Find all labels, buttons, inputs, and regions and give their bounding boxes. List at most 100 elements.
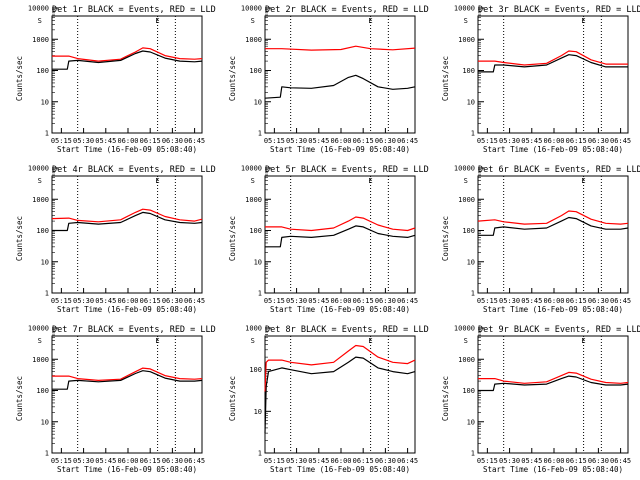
x-tick-label: 06:15 (353, 457, 374, 465)
series-line-lld (477, 210, 629, 225)
y-tick-label: 10 (41, 98, 49, 106)
plot-frame (477, 15, 629, 134)
x-tick-label: 06:00 (117, 297, 138, 305)
x-tick-label: 05:30 (73, 297, 94, 305)
series-line-lld (265, 216, 416, 232)
y-tick-label: 1000 (245, 196, 262, 204)
y-tick-label: 1000 (245, 325, 262, 333)
x-tick-label: 06:45 (397, 137, 418, 145)
marker-start: S (464, 17, 468, 25)
panel-title: Det 8r BLACK = Events, RED = LLD (265, 325, 429, 335)
y-tick-label: 1000 (245, 36, 262, 44)
panel-det-3: Det 3r BLACK = Events, RED = LLD S E 1 10 100… (441, 5, 640, 155)
y-tick-label: 10 (41, 418, 49, 426)
x-tick-label: 05:45 (521, 137, 542, 145)
y-tick-label: 100 (36, 387, 49, 395)
y-tick-label: 100 (462, 387, 475, 395)
marker-end: E (368, 337, 372, 345)
x-tick-label: 05:30 (286, 297, 307, 305)
x-tick-label: 06:30 (375, 457, 396, 465)
series-line-lld (265, 45, 416, 51)
y-tick-label: 10000 (454, 325, 475, 333)
marker-end: E (155, 337, 159, 345)
panel-det-9: Det 9r BLACK = Events, RED = LLD S E 1 10 100… (441, 325, 640, 475)
x-tick-label: 05:45 (95, 137, 116, 145)
x-tick-label: 06:30 (162, 297, 183, 305)
plot-frame (264, 335, 416, 454)
y-axis-label: Counts/sec (228, 56, 237, 101)
panel-title: Det 1r BLACK = Events, RED = LLD (52, 5, 216, 15)
y-axis-label: Counts/sec (15, 56, 24, 101)
series-line-lld (52, 367, 203, 381)
x-tick-label: 06:30 (588, 457, 609, 465)
series-line-events (265, 225, 416, 248)
x-axis-label: Start Time (16-Feb-09 05:08:40) (483, 145, 623, 154)
x-tick-label: 06:45 (184, 457, 205, 465)
panel-det-4: Det 4r BLACK = Events, RED = LLD S E 1 10 100… (15, 165, 216, 315)
y-tick-label: 1000 (32, 196, 49, 204)
x-tick-label: 05:30 (286, 457, 307, 465)
x-axis-label: Start Time (16-Feb-09 05:08:40) (270, 465, 410, 474)
x-tick-label: 05:15 (51, 297, 72, 305)
x-tick-label: 06:30 (588, 137, 609, 145)
y-tick-label: 1 (45, 130, 49, 138)
panel-title: Det 3r BLACK = Events, RED = LLD (478, 5, 640, 15)
y-tick-label: 1000 (458, 36, 475, 44)
y-tick-label: 10 (467, 98, 475, 106)
panel-det-5: Det 5r BLACK = Events, RED = LLD S E 1 10 100… (228, 165, 429, 315)
marker-start: S (464, 337, 468, 345)
y-tick-label: 1000 (32, 356, 49, 364)
y-tick-label: 1 (471, 290, 475, 298)
plot-frame (264, 175, 416, 294)
y-tick-label: 100 (249, 366, 262, 374)
x-axis-label: Start Time (16-Feb-09 05:08:40) (57, 145, 197, 154)
panel-title: Det 2r BLACK = Events, RED = LLD (265, 5, 429, 15)
x-tick-label: 06:00 (543, 457, 564, 465)
x-tick-label: 05:15 (51, 457, 72, 465)
y-tick-label: 10000 (241, 5, 262, 13)
y-axis-label: Counts/sec (441, 56, 450, 101)
x-tick-label: 06:45 (184, 297, 205, 305)
x-tick-label: 06:30 (588, 297, 609, 305)
y-tick-label: 1 (471, 130, 475, 138)
y-tick-label: 10 (41, 258, 49, 266)
y-tick-label: 100 (462, 227, 475, 235)
x-tick-label: 05:30 (73, 457, 94, 465)
panel-title: Det 4r BLACK = Events, RED = LLD (52, 165, 216, 175)
y-axis-label: Counts/sec (441, 216, 450, 261)
marker-end: E (155, 177, 159, 185)
x-tick-label: 06:45 (610, 137, 631, 145)
x-tick-label: 05:15 (477, 137, 498, 145)
y-tick-label: 1000 (32, 36, 49, 44)
y-tick-label: 100 (249, 67, 262, 75)
x-axis-label: Start Time (16-Feb-09 05:08:40) (57, 465, 197, 474)
panel-title: Det 7r BLACK = Events, RED = LLD (52, 325, 216, 335)
y-tick-label: 1 (258, 130, 262, 138)
y-tick-label: 10 (254, 258, 262, 266)
y-tick-label: 10000 (454, 5, 475, 13)
plot-frame (477, 175, 629, 294)
x-tick-label: 05:45 (95, 297, 116, 305)
series-line-events (478, 375, 629, 392)
marker-start: S (464, 177, 468, 185)
series-line-lld (478, 371, 629, 384)
series-line-lld (264, 344, 416, 392)
x-tick-label: 06:45 (397, 457, 418, 465)
x-tick-label: 05:15 (264, 297, 285, 305)
x-tick-label: 06:00 (117, 457, 138, 465)
plot-frame (51, 335, 203, 454)
panel-det-1: Det 1r BLACK = Events, RED = LLD S E 1 10 100… (15, 5, 216, 155)
y-tick-label: 10000 (454, 165, 475, 173)
y-tick-label: 100 (249, 227, 262, 235)
panel-det-8: Det 8r BLACK = Events, RED = LLD S E 1 10 100… (228, 325, 429, 475)
y-tick-label: 1 (45, 290, 49, 298)
panel-title: Det 6r BLACK = Events, RED = LLD (478, 165, 640, 175)
marker-start: S (38, 177, 42, 185)
x-tick-label: 05:45 (308, 457, 329, 465)
marker-start: S (251, 177, 255, 185)
x-tick-label: 06:00 (330, 297, 351, 305)
x-tick-label: 06:00 (543, 297, 564, 305)
y-axis-label: Counts/sec (441, 376, 450, 421)
x-tick-label: 05:15 (264, 457, 285, 465)
series-line-events (478, 216, 629, 236)
